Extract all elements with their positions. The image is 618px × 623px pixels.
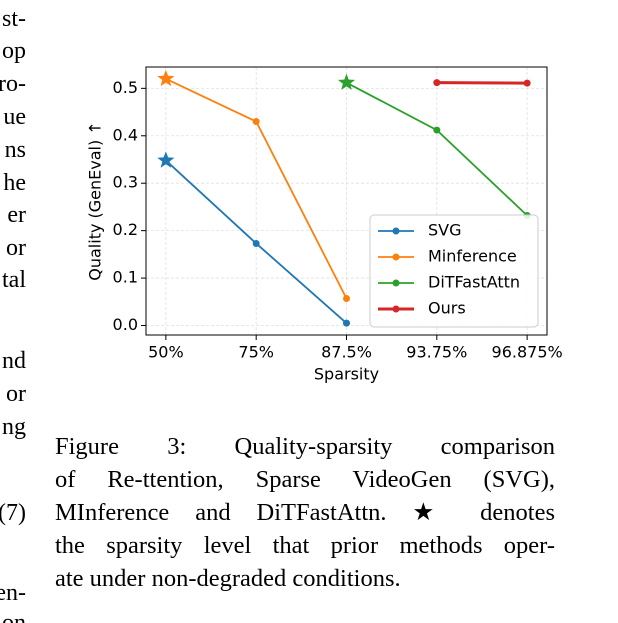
legend-swatch-marker: [392, 253, 400, 261]
text-fragment: he: [3, 170, 26, 196]
y-tick-label: 0.1: [113, 268, 138, 287]
legend-label: DiTFastAttn: [428, 273, 520, 292]
text-fragment: op: [2, 38, 26, 64]
x-tick-label: 96.875%: [492, 343, 563, 362]
y-tick-label: 0.5: [113, 78, 138, 97]
text-fragment: nd: [2, 348, 26, 374]
text-fragment: tal: [2, 267, 26, 293]
x-tick-label: 93.75%: [406, 343, 467, 362]
point: [433, 79, 441, 87]
point: [252, 239, 260, 247]
legend-swatch-marker: [392, 279, 400, 287]
caption-line: of Re-ttention, Sparse VideoGen (SVG),: [55, 466, 555, 493]
y-tick-label: 0.2: [113, 220, 138, 239]
legend-label: SVG: [428, 221, 462, 240]
x-tick-label: 50%: [148, 343, 184, 362]
y-tick-label: 0.0: [113, 315, 138, 334]
x-tick-label: 75%: [238, 343, 274, 362]
text-fragment: (7): [0, 500, 26, 526]
point: [433, 126, 441, 134]
text-fragment: or: [6, 381, 26, 407]
text-fragment: or: [6, 235, 26, 261]
plot-frame: [145, 66, 548, 336]
point: [252, 118, 260, 126]
text-fragment: en-: [0, 580, 26, 606]
legend-label: Minference: [428, 247, 517, 266]
point: [343, 319, 350, 327]
caption-line: the sparsity level that prior methods op…: [55, 532, 555, 559]
text-fragment: er: [7, 202, 26, 228]
legend-label: Ours: [428, 299, 466, 318]
text-fragment: ng: [2, 414, 26, 440]
x-tick-label: 87.5%: [321, 343, 372, 362]
legend-swatch-marker: [392, 227, 400, 235]
text-fragment: ue: [3, 104, 26, 130]
caption-line: MInference and DiTFastAttn. ★ denotes: [55, 499, 555, 526]
legend-swatch-marker: [392, 305, 400, 313]
y-tick-label: 0.3: [113, 173, 138, 192]
text-fragment: on: [2, 610, 26, 623]
star-marker: [157, 151, 175, 168]
point: [523, 79, 531, 87]
caption-line: ate under non-degraded conditions.: [55, 565, 401, 592]
star-marker: [157, 69, 175, 87]
x-axis-label: Sparsity: [314, 365, 379, 384]
text-fragment: st-: [2, 6, 26, 32]
y-axis-label: Quality (GenEval) ↑: [86, 121, 105, 280]
text-fragment: ns: [4, 137, 26, 163]
caption-line: Figure 3: Quality-sparsity comparison: [55, 433, 555, 460]
legend-box: [369, 214, 539, 328]
text-fragment: ro-: [0, 71, 26, 97]
star-marker: [337, 73, 356, 90]
point: [343, 294, 350, 302]
y-tick-label: 0.4: [113, 125, 138, 144]
